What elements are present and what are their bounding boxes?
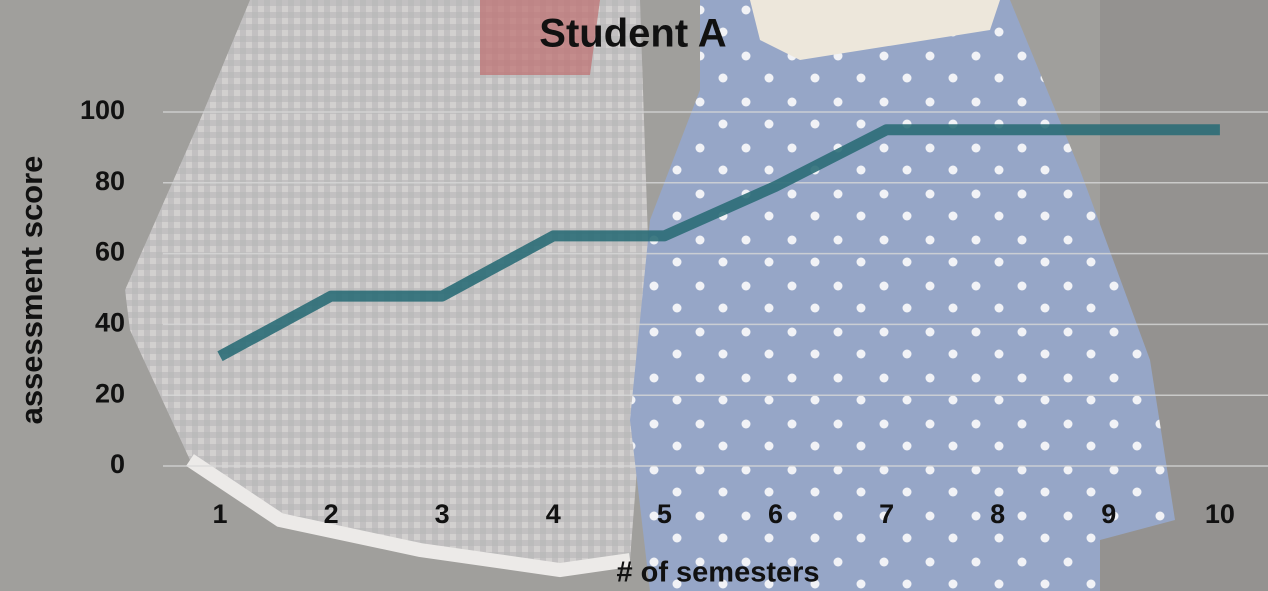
x-tick-label: 10 <box>1205 499 1235 529</box>
y-tick-label: 40 <box>95 308 125 338</box>
x-tick-label: 9 <box>1101 499 1116 529</box>
x-tick-label: 2 <box>324 499 339 529</box>
chart-title: Student A <box>539 12 726 56</box>
y-tick-label: 0 <box>110 449 125 479</box>
y-tick-label: 100 <box>80 95 125 125</box>
chart: Student A assessment score # of semester… <box>0 0 1268 591</box>
page: Student A assessment score # of semester… <box>0 0 1268 591</box>
x-tick-label: 7 <box>879 499 894 529</box>
y-tick-label: 60 <box>95 237 125 267</box>
y-tick-label: 20 <box>95 378 125 408</box>
y-tick-label: 80 <box>95 166 125 196</box>
x-axis-label: # of semesters <box>616 557 819 589</box>
background-photo <box>0 0 1268 591</box>
x-tick-label: 5 <box>657 499 672 529</box>
x-tick-label: 8 <box>990 499 1005 529</box>
y-axis-label: assessment score <box>14 156 49 425</box>
x-tick-label: 1 <box>212 499 227 529</box>
x-tick-label: 4 <box>546 499 561 529</box>
x-tick-label: 6 <box>768 499 783 529</box>
x-tick-label: 3 <box>435 499 450 529</box>
